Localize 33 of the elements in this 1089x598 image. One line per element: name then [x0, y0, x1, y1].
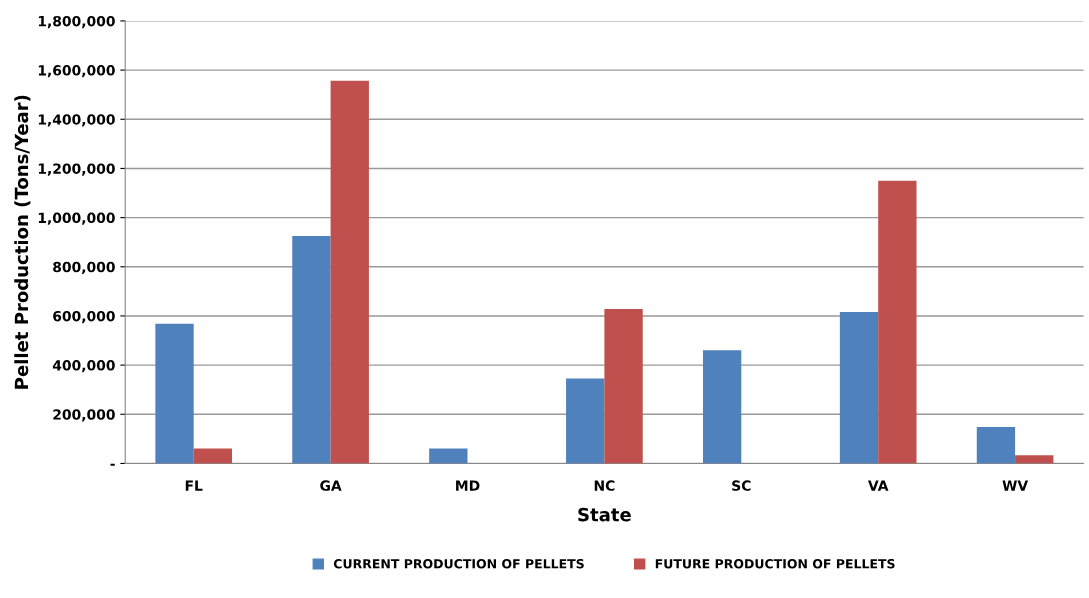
bar: [878, 180, 917, 464]
y-tick-label: 600,000: [53, 310, 115, 324]
x-tick-label: WV: [1002, 480, 1029, 491]
bar: [429, 448, 468, 464]
bar: [702, 350, 742, 464]
y-tick-label: 1,600,000: [38, 65, 115, 78]
bar: [604, 309, 643, 464]
bar: [566, 378, 605, 464]
bar: [330, 80, 369, 464]
legend-label: FUTURE PRODUCTION OF PELLETS: [655, 559, 895, 569]
bar: [1015, 455, 1054, 464]
y-tick-label: 400,000: [52, 360, 115, 373]
bar: [155, 323, 194, 464]
legend-label: CURRENT PRODUCTION OF PELLETS: [333, 559, 584, 569]
y-tick-label: 200,000: [53, 409, 115, 422]
y-tick-label: 1,800,000: [38, 15, 115, 29]
y-tick-label: 1,400,000: [38, 114, 115, 127]
x-tick-label: VA: [867, 480, 889, 491]
x-tick-label: NC: [594, 480, 615, 491]
y-axis-title: Pellet Production (Tons/Year): [14, 95, 31, 389]
y-tick-label: 1,000,000: [38, 212, 115, 225]
bar: [292, 236, 331, 464]
bar: [839, 312, 879, 464]
y-tick-label: -: [110, 463, 115, 466]
y-tick-label: 1,200,000: [38, 163, 115, 176]
bar: [976, 427, 1016, 464]
x-tick-label: GA: [320, 480, 342, 491]
x-axis-title: State: [578, 507, 631, 522]
x-tick-label: MD: [456, 480, 480, 491]
x-tick-label: FL: [185, 480, 203, 491]
x-tick-label: SC: [732, 480, 751, 491]
y-tick-label: 800,000: [53, 261, 115, 275]
bar: [193, 448, 233, 464]
